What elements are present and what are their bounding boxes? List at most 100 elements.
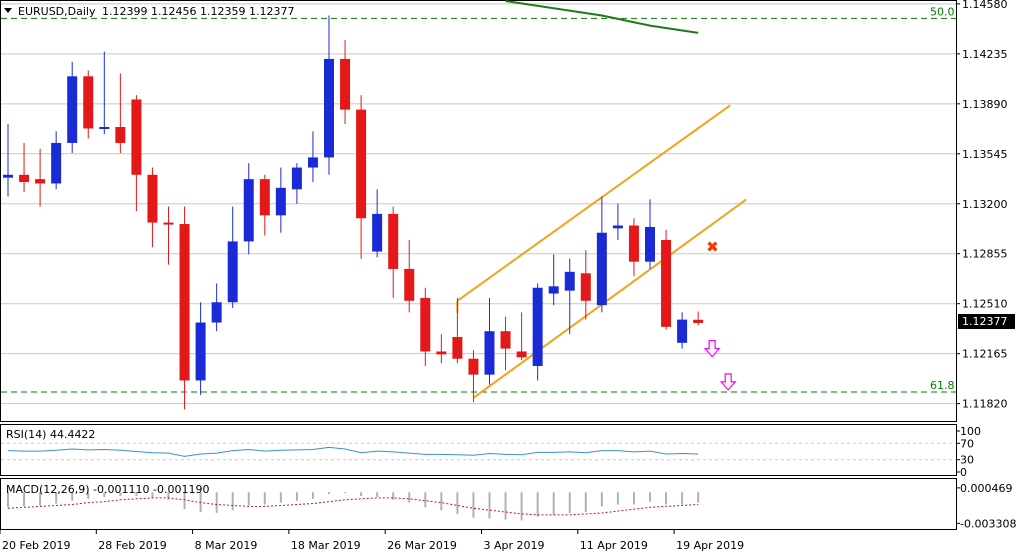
candle-body xyxy=(291,167,302,190)
fib-level-label: 61.8 xyxy=(930,379,955,392)
candle-body xyxy=(179,224,190,381)
candle-body xyxy=(131,99,142,175)
candle-body xyxy=(51,142,62,184)
macd-panel-frame xyxy=(0,478,957,530)
time-tick-label: 26 Mar 2019 xyxy=(387,539,457,552)
macd-title: MACD(12,26,9) -0.001110 -0.001190 xyxy=(6,483,209,496)
time-tick-label: 28 Feb 2019 xyxy=(98,539,166,552)
candles xyxy=(3,15,704,410)
candle-body xyxy=(436,351,447,355)
symbol-timeframe: EURUSD,Daily xyxy=(18,5,96,18)
dropdown-triangle-icon[interactable] xyxy=(4,8,12,13)
candle-body xyxy=(19,174,30,183)
candle-body xyxy=(83,76,94,129)
candle-body xyxy=(468,358,479,375)
current-price-label: 1.12377 xyxy=(962,315,1008,328)
price-tick-label: 1.13545 xyxy=(962,148,1008,161)
channel-upper-line xyxy=(456,104,731,302)
candle-body xyxy=(548,286,559,294)
candle-body xyxy=(484,331,495,375)
rsi-title: RSI(14) 44.4422 xyxy=(6,428,95,441)
time-tick-label: 3 Apr 2019 xyxy=(484,539,545,552)
channel-lower-line xyxy=(472,198,747,399)
overlays: 50.0 61.8 xyxy=(1,0,956,399)
chart-header: EURUSD,Daily 1.12399 1.12456 1.12359 1.1… xyxy=(4,5,294,18)
candle-body xyxy=(3,174,13,178)
price-tick-label: 1.13890 xyxy=(962,98,1008,111)
candle-body xyxy=(211,302,222,323)
candle-body xyxy=(500,331,511,349)
candle-body xyxy=(35,179,46,184)
ohlc-values: 1.12399 1.12456 1.12359 1.12377 xyxy=(102,5,294,18)
rsi-tick-label: 100 xyxy=(960,425,981,438)
candle-body xyxy=(227,241,238,303)
price-tick-label: 1.12165 xyxy=(962,348,1008,361)
candle-body xyxy=(596,232,607,306)
down-arrow-icon xyxy=(703,339,721,358)
rsi-line xyxy=(7,446,699,457)
price-panel-frame xyxy=(0,0,957,422)
macd-tick-label: -0.003308 xyxy=(960,517,1016,530)
time-axis: 20 Feb 2019 28 Feb 2019 8 Mar 2019 18 Mar 2… xyxy=(0,530,744,552)
candle-body xyxy=(452,337,463,359)
candle-body xyxy=(99,127,110,129)
macd-tick-label: 0.000469 xyxy=(960,482,1013,495)
down-arrow-icon xyxy=(719,373,737,391)
rsi-tick-label: 70 xyxy=(960,437,974,450)
price-tick-label: 1.14580 xyxy=(962,0,1008,11)
time-tick-label: 20 Feb 2019 xyxy=(2,539,70,552)
candle-body xyxy=(661,239,672,327)
candle-body xyxy=(516,351,527,358)
price-tick-label: 1.12855 xyxy=(962,248,1008,261)
candle-body xyxy=(324,58,334,158)
candle-body xyxy=(356,109,367,219)
candle-body xyxy=(372,213,383,252)
time-tick-label: 11 Apr 2019 xyxy=(580,539,648,552)
price-tick-label: 1.12510 xyxy=(962,298,1008,311)
rsi-tick-label: 30 xyxy=(960,454,974,467)
candle-body xyxy=(259,179,270,216)
macd-histogram xyxy=(7,492,700,521)
candle-body xyxy=(307,157,318,168)
candle-body xyxy=(677,319,688,343)
candle-body xyxy=(115,127,126,143)
price-tick-label: 1.13200 xyxy=(962,198,1008,211)
candle-body xyxy=(275,187,286,216)
macd-signal-line xyxy=(7,497,699,516)
price-grid xyxy=(1,3,956,405)
moving-average-line xyxy=(505,0,699,34)
time-tick-label: 19 Apr 2019 xyxy=(676,539,744,552)
price-axis: 1.14580 1.14235 1.13890 1.13545 1.13200 1.128… xyxy=(956,0,1008,411)
candle-body xyxy=(195,322,206,381)
candle-body xyxy=(645,226,655,262)
cross-mark-icon: ✖ xyxy=(706,238,719,256)
candle-body xyxy=(628,225,639,262)
rsi-tick-label: 0 xyxy=(960,466,967,479)
macd-axis: 0.000469 -0.003308 xyxy=(956,482,1016,530)
candle-body xyxy=(67,76,78,143)
current-price-tag xyxy=(958,314,1015,329)
time-tick-label: 18 Mar 2019 xyxy=(291,539,361,552)
price-tick-label: 1.14235 xyxy=(962,48,1008,61)
candle-body xyxy=(163,222,174,225)
fib-level-label: 50.0 xyxy=(930,5,955,18)
candle-body xyxy=(532,287,543,366)
candle-body xyxy=(420,297,431,352)
candle-body xyxy=(580,273,591,301)
time-tick-label: 8 Mar 2019 xyxy=(195,539,258,552)
signal-marks: ✖ xyxy=(703,238,737,391)
candle-body xyxy=(147,174,158,223)
rsi-panel-frame xyxy=(0,424,957,476)
candle-body xyxy=(340,58,351,110)
candle-body xyxy=(612,225,623,229)
price-tick-label: 1.11820 xyxy=(962,398,1008,411)
candle-body xyxy=(404,268,415,301)
candle-body xyxy=(388,213,399,269)
candle-body xyxy=(243,179,254,242)
candle-body xyxy=(564,271,575,291)
candle-body xyxy=(693,319,704,323)
